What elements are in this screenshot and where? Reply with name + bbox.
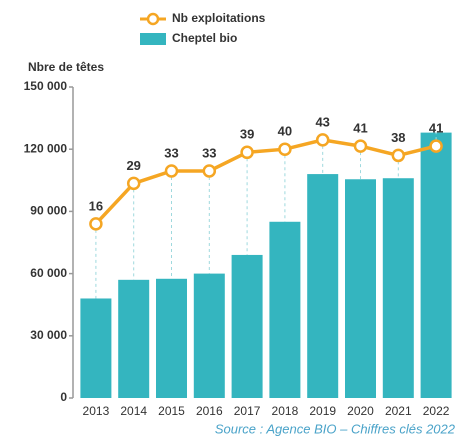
data-label: 38 [391, 130, 405, 145]
bar [307, 174, 339, 398]
line-marker [89, 217, 103, 231]
data-label: 43 [315, 114, 329, 129]
y-axis-label: Nbre de têtes [28, 60, 104, 74]
x-tick-label: 2022 [423, 404, 450, 418]
line-marker [391, 148, 406, 163]
x-tick-label: 2021 [385, 404, 412, 418]
data-label: 33 [164, 145, 178, 160]
line [94, 138, 437, 226]
line-marker [240, 145, 254, 160]
x-tick-label: 2015 [158, 404, 185, 418]
bar [118, 279, 150, 398]
y-tick-label: 150 000 [24, 79, 68, 93]
line-marker [164, 164, 179, 178]
x-tick-label: 2018 [272, 404, 299, 418]
y-tick-label: 120 000 [24, 141, 68, 155]
line-marker [429, 139, 443, 153]
bar [345, 179, 376, 398]
bar [80, 298, 112, 398]
bar [269, 221, 301, 398]
x-tick-label: 2017 [234, 404, 261, 418]
y-tick-label: 30 000 [30, 328, 67, 342]
bar [193, 273, 225, 398]
data-label: 33 [202, 145, 216, 160]
line-marker [202, 164, 217, 178]
legend-swatch [140, 33, 166, 45]
x-tick-label: 2013 [83, 404, 110, 418]
data-label: 41 [353, 121, 367, 136]
line-marker [126, 176, 141, 191]
bar [231, 254, 263, 398]
bar [420, 132, 452, 398]
x-tick-label: 2020 [347, 404, 374, 418]
source: Source : Agence BIO – Chiffres clés 2022 [215, 421, 456, 436]
legend-marker [146, 12, 160, 26]
y-tick-label: 90 000 [30, 204, 67, 218]
data-label: 16 [89, 198, 103, 213]
line-marker [278, 142, 292, 156]
legend-label: Cheptel bio [172, 31, 237, 45]
y-tick-label: 0 [60, 390, 67, 404]
legend-label: Nb exploitations [172, 11, 266, 25]
data-label: 41 [429, 121, 443, 136]
line-marker [315, 133, 330, 147]
bar [382, 178, 414, 398]
x-tick-label: 2016 [196, 404, 223, 418]
line-marker [353, 139, 368, 153]
bar [156, 278, 187, 398]
x-tick-label: 2019 [309, 404, 336, 418]
x-tick-label: 2014 [120, 404, 147, 418]
y-tick-label: 60 000 [30, 266, 67, 280]
data-label: 29 [126, 158, 140, 173]
data-label: 40 [278, 124, 292, 139]
data-label: 39 [240, 127, 254, 142]
